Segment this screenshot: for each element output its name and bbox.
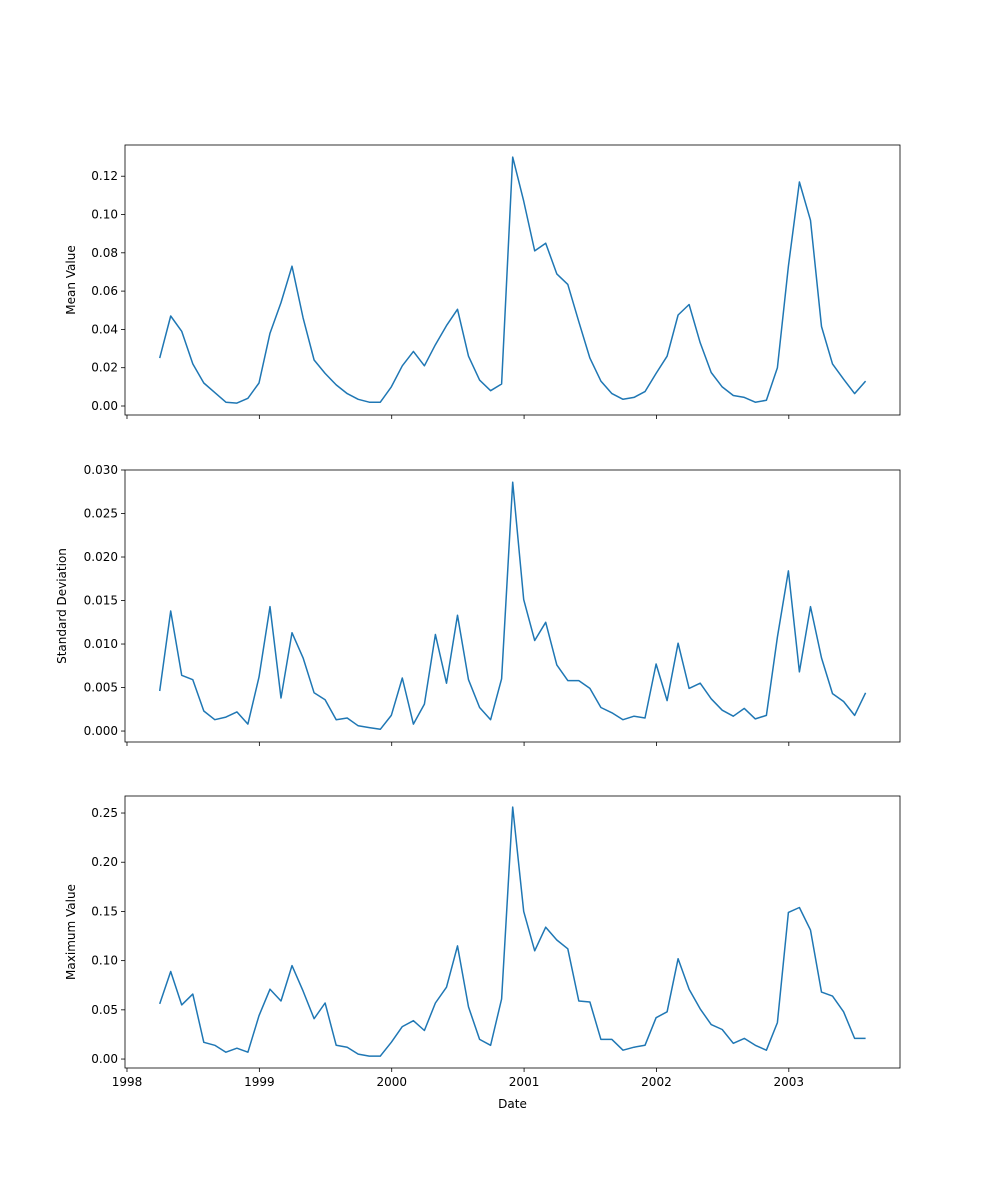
y-tick-label: 0.15: [91, 904, 118, 918]
y-tick-label: 0.030: [84, 463, 118, 477]
y-axis-label: Mean Value: [64, 245, 78, 314]
x-tick-label: 2002: [641, 1075, 672, 1089]
x-axis-label: Date: [498, 1097, 527, 1111]
y-tick-label: 0.10: [91, 208, 118, 222]
series-line: [158, 156, 867, 404]
y-tick-label: 0.005: [84, 681, 118, 695]
subplot-3: 0.00 0.05 0.10 0.15 0.20 0.25 1998 1999 2000 2001…: [64, 795, 901, 1111]
axes-frame: [124, 469, 901, 743]
y-tick-label: 0.000: [84, 724, 118, 738]
subplot-2: 0.000 0.005 0.010 0.015 0.020 0.025 0.030 Stand…: [55, 463, 901, 746]
x-tick-label: 2000: [376, 1075, 407, 1089]
x-tick-label: 2001: [509, 1075, 540, 1089]
y-tick-label: 0.08: [91, 246, 118, 260]
y-tick-label: 0.25: [91, 806, 118, 820]
x-tick-label: 2003: [774, 1075, 805, 1089]
y-tick-label: 0.05: [91, 1003, 118, 1017]
y-tick-label: 0.02: [91, 361, 118, 375]
x-tick-label: 1999: [244, 1075, 275, 1089]
y-tick-label: 0.12: [91, 169, 118, 183]
y-tick-label: 0.025: [84, 507, 118, 521]
y-tick-label: 0.020: [84, 550, 118, 564]
y-tick-label: 0.10: [91, 954, 118, 968]
y-axis-label: Standard Deviation: [55, 548, 69, 664]
series-line: [158, 806, 866, 1057]
y-tick-label: 0.20: [91, 855, 118, 869]
y-tick-label: 0.010: [84, 637, 118, 651]
series-line: [158, 481, 867, 731]
axes-frame: [124, 795, 901, 1069]
subplot-1: 0.00 0.02 0.04 0.06 0.08 0.10 0.12 Mean Value: [64, 144, 901, 419]
y-axis-label: Maximum Value: [64, 884, 78, 980]
y-tick-label: 0.06: [91, 284, 118, 298]
y-tick-label: 0.04: [91, 322, 118, 336]
y-tick-label: 0.00: [91, 1052, 118, 1066]
x-tick-label: 1998: [112, 1075, 143, 1089]
y-tick-label: 0.00: [91, 399, 118, 413]
y-tick-label: 0.015: [84, 594, 118, 608]
axes-frame: [124, 144, 901, 416]
